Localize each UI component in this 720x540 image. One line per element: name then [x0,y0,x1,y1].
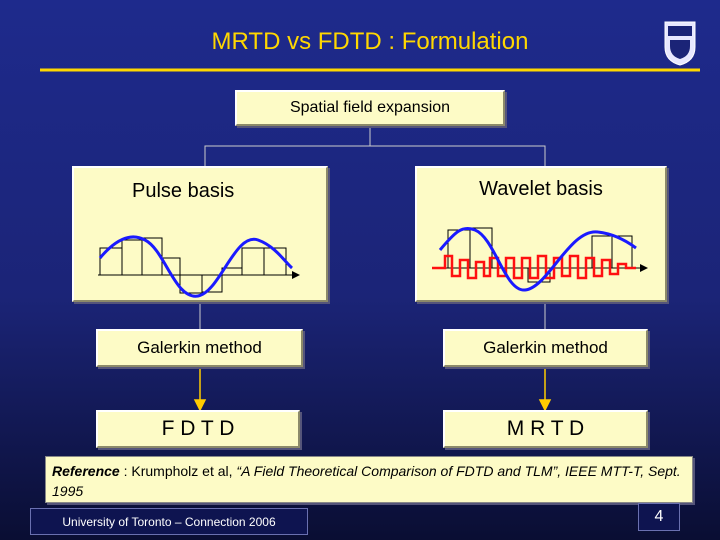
page-number: 4 [638,503,680,531]
reference-authors: : Krumpholz et al, [119,463,237,479]
root-label: Spatial field expansion [289,99,451,116]
reference-box: Reference : Krumpholz et al, “A Field Th… [45,456,693,503]
footer: University of Toronto – Connection 2006 [30,508,308,535]
left-method-box: Galerkin method [96,329,303,367]
left-result-box: F D T D [96,410,300,448]
pulse-box: Pulse basis [72,166,328,302]
right-method-box: Galerkin method [443,329,648,367]
root-box: Spatial field expansion [235,90,505,126]
reference-label: Reference [52,463,120,479]
left-method: Galerkin method [137,338,262,357]
logo [664,21,696,66]
wavelet-label: Wavelet basis [479,178,603,200]
right-result-box: M R T D [443,410,648,448]
pulse-label: Pulse basis [132,180,235,202]
slide-title: MRTD vs FDTD : Formulation [211,28,529,55]
right-result: M R T D [506,417,585,440]
right-method: Galerkin method [483,338,608,357]
reference-citation: “A Field Theoretical Comparison of FDTD … [52,463,681,499]
left-result: F D T D [161,417,235,440]
